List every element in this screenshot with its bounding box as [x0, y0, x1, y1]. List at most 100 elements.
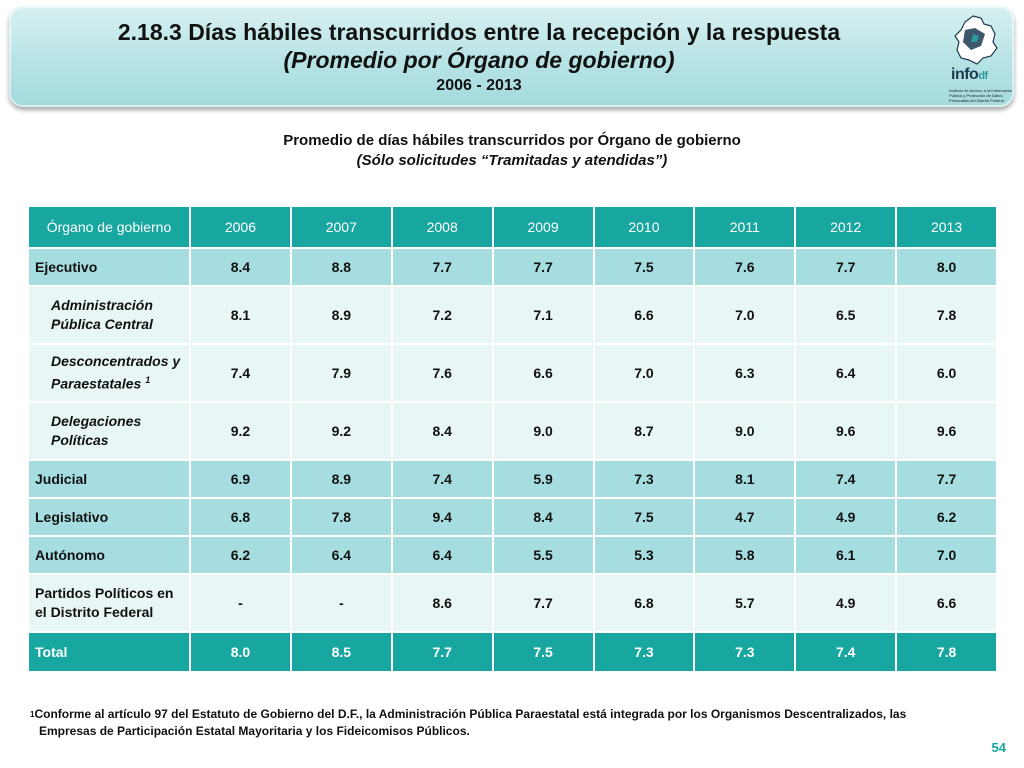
row-label: Administración Pública Central	[27, 285, 191, 345]
cell-value: 8.7	[592, 401, 696, 461]
cell-value: 6.4	[390, 535, 494, 575]
logo-wordmark: infodf	[951, 66, 988, 84]
cell-value: 9.0	[693, 401, 797, 461]
cell-value: 7.0	[592, 343, 696, 403]
cell-value: 6.8	[189, 497, 292, 537]
header-2006: 2006	[189, 205, 292, 249]
cell-value: 8.4	[491, 497, 595, 537]
page-subtitle: (Promedio por Órgano de gobierno)	[283, 47, 675, 73]
mexico-city-map-icon	[954, 15, 998, 65]
cell-value: 8.8	[289, 247, 393, 287]
row-label: Desconcentrados y Paraestatales 1	[27, 343, 191, 403]
cell-value: 8.0	[895, 247, 998, 287]
footnote-line-1: 1Conforme al artículo 97 del Estatuto de…	[30, 706, 990, 723]
cell-value: 7.8	[895, 631, 998, 673]
table-row-total: Total 8.0 8.5 7.7 7.5 7.3 7.3 7.4 7.8	[27, 631, 998, 673]
footnote-text-1: Conforme al artículo 97 del Estatuto de …	[34, 707, 907, 721]
cell-value: 4.9	[794, 497, 898, 537]
cell-value: 8.0	[189, 631, 292, 673]
cell-value: 6.6	[491, 343, 595, 403]
header-2008: 2008	[390, 205, 494, 249]
cell-value: 7.4	[390, 459, 494, 499]
cell-value: 7.3	[592, 631, 696, 673]
cell-value: 8.9	[289, 285, 393, 345]
logo-word: info	[951, 66, 979, 83]
cell-value: 6.6	[895, 573, 998, 633]
table-title: Promedio de días hábiles transcurridos p…	[283, 132, 741, 149]
cell-value: 6.2	[895, 497, 998, 537]
cell-value: 9.2	[289, 401, 393, 461]
cell-value: 7.7	[491, 247, 595, 287]
data-table: Órgano de gobierno 2006 2007 2008 2009 2…	[27, 205, 998, 673]
cell-value: -	[289, 573, 393, 633]
cell-value: 9.6	[895, 401, 998, 461]
cell-value: 6.4	[794, 343, 898, 403]
row-label: Delegaciones Políticas	[27, 401, 191, 461]
footnote-mark: 1	[30, 710, 35, 719]
table-row-legislativo: Legislativo 6.8 7.8 9.4 8.4 7.5 4.7 4.9 …	[27, 497, 998, 537]
cell-value: 6.1	[794, 535, 898, 575]
row-label-text: Desconcentrados y Paraestatales	[51, 353, 181, 392]
table-caption: Promedio de días hábiles transcurridos p…	[0, 131, 1024, 171]
cell-value: 7.0	[895, 535, 998, 575]
cell-value: 7.2	[390, 285, 494, 345]
footnote: 1Conforme al artículo 97 del Estatuto de…	[30, 706, 990, 740]
table-header-row: Órgano de gobierno 2006 2007 2008 2009 2…	[27, 205, 998, 249]
table-row-autonomo: Autónomo 6.2 6.4 6.4 5.5 5.3 5.8 6.1 7.0	[27, 535, 998, 575]
cell-value: 6.6	[592, 285, 696, 345]
cell-value: 6.8	[592, 573, 696, 633]
header-organo: Órgano de gobierno	[27, 205, 191, 249]
cell-value: 8.1	[693, 459, 797, 499]
cell-value: 8.9	[289, 459, 393, 499]
infodf-logo: infodf Instituto de Acceso a la Informac…	[939, 14, 1019, 106]
header-2011: 2011	[693, 205, 797, 249]
cell-value: 7.6	[390, 343, 494, 403]
cell-value: 6.5	[794, 285, 898, 345]
logo-suffix: df	[978, 70, 988, 82]
cell-value: 4.7	[693, 497, 797, 537]
cell-value: -	[189, 573, 292, 633]
cell-value: 7.7	[390, 631, 494, 673]
page-number: 54	[991, 740, 1006, 755]
table-subtitle: (Sólo solicitudes “Tramitadas y atendida…	[356, 152, 668, 169]
cell-value: 8.4	[390, 401, 494, 461]
cell-value: 7.5	[592, 247, 696, 287]
cell-value: 7.4	[189, 343, 292, 403]
header-2009: 2009	[491, 205, 595, 249]
row-label: Partidos Políticos en el Distrito Federa…	[27, 573, 191, 633]
cell-value: 7.9	[289, 343, 393, 403]
cell-value: 5.5	[491, 535, 595, 575]
cell-value: 7.7	[794, 247, 898, 287]
cell-value: 9.6	[794, 401, 898, 461]
row-label: Total	[27, 631, 191, 673]
cell-value: 6.9	[189, 459, 292, 499]
cell-value: 8.4	[189, 247, 292, 287]
cell-value: 6.4	[289, 535, 393, 575]
table-row-ejecutivo: Ejecutivo 8.4 8.8 7.7 7.7 7.5 7.6 7.7 8.…	[27, 247, 998, 287]
header-2010: 2010	[592, 205, 696, 249]
cell-value: 6.2	[189, 535, 292, 575]
row-label: Ejecutivo	[27, 247, 191, 287]
cell-value: 6.0	[895, 343, 998, 403]
cell-value: 8.1	[189, 285, 292, 345]
row-label: Legislativo	[27, 497, 191, 537]
cell-value: 5.9	[491, 459, 595, 499]
logo-caption: Instituto de Acceso a la Información Púb…	[949, 88, 1013, 103]
footnote-text-2: Empresas de Participación Estatal Mayori…	[39, 724, 470, 738]
table-row-desconcentrados-paraestatales: Desconcentrados y Paraestatales 1 7.4 7.…	[27, 343, 998, 403]
cell-value: 7.7	[491, 573, 595, 633]
cell-value: 7.1	[491, 285, 595, 345]
cell-value: 7.4	[794, 459, 898, 499]
cell-value: 8.5	[289, 631, 393, 673]
cell-value: 7.8	[895, 285, 998, 345]
cell-value: 6.3	[693, 343, 797, 403]
header-2012: 2012	[794, 205, 898, 249]
cell-value: 7.5	[592, 497, 696, 537]
table-row-delegaciones-politicas: Delegaciones Políticas 9.2 9.2 8.4 9.0 8…	[27, 401, 998, 461]
cell-value: 7.8	[289, 497, 393, 537]
page-years: 2006 - 2013	[436, 77, 522, 94]
cell-value: 9.4	[390, 497, 494, 537]
footnote-ref: 1	[145, 375, 151, 386]
cell-value: 7.7	[895, 459, 998, 499]
header-2013: 2013	[895, 205, 998, 249]
